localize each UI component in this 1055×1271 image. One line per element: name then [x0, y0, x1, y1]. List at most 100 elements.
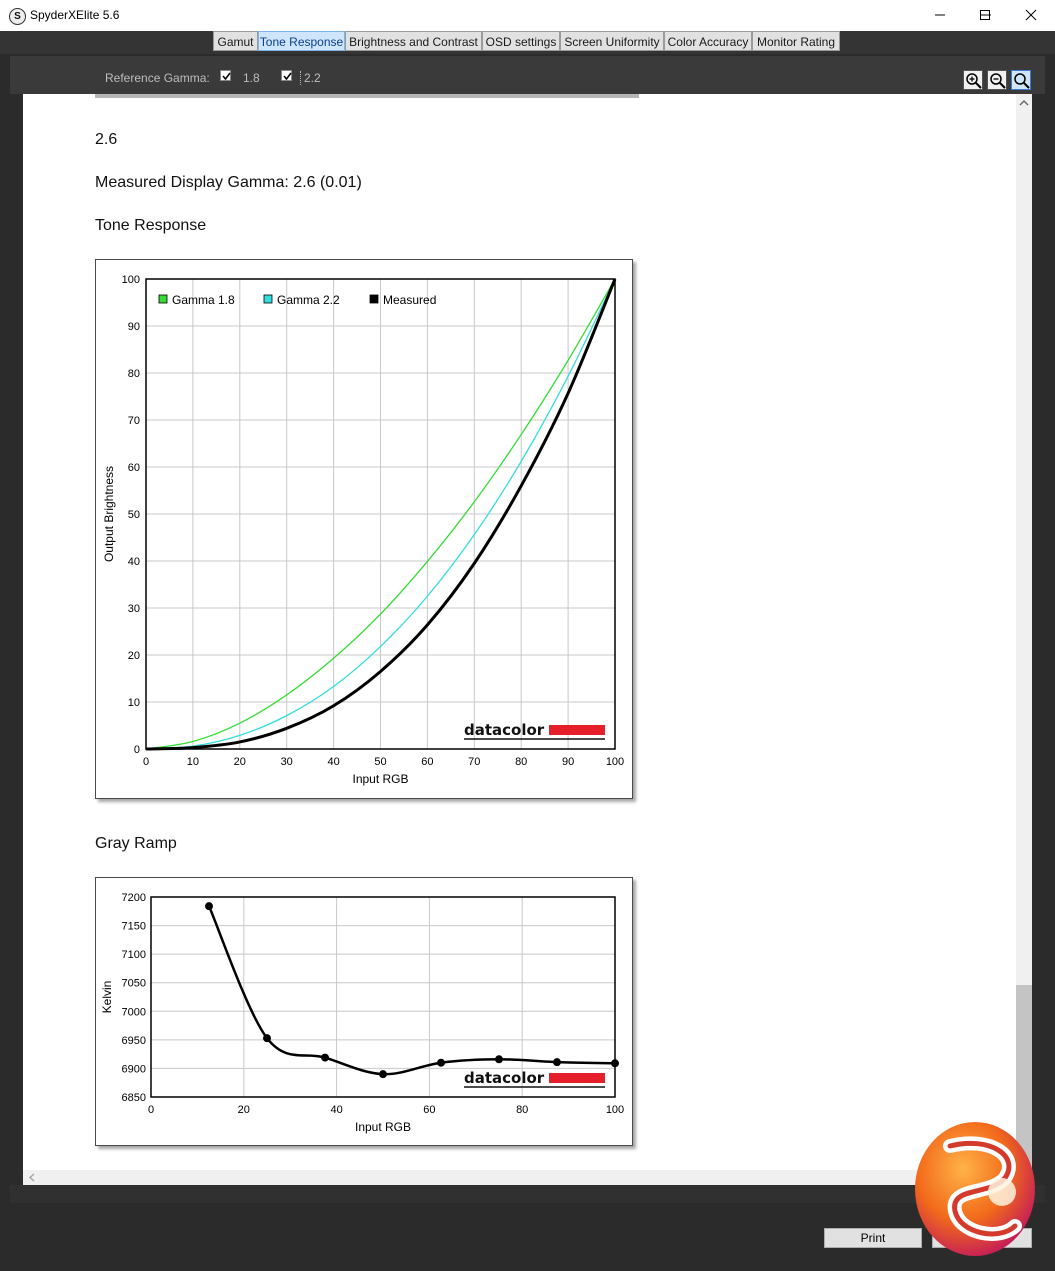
tab-gamut[interactable]: Gamut — [213, 31, 258, 51]
reference-gamma-label: Reference Gamma: — [105, 71, 210, 85]
kelvin-data-point — [263, 1034, 271, 1043]
zoom-out-icon — [990, 73, 1006, 89]
tone-response-heading: Tone Response — [95, 217, 207, 234]
plot-frame — [145, 278, 616, 750]
x-tick-label: 0 — [148, 1104, 154, 1116]
gamma-2-2-checkbox[interactable] — [281, 70, 292, 81]
x-tick-label: 100 — [606, 756, 624, 768]
gray-ramp-heading: Gray Ramp — [95, 835, 177, 852]
legend-swatch — [263, 294, 273, 304]
plot-frame — [150, 896, 616, 1098]
y-tick-label: 7050 — [122, 978, 146, 990]
horizontal-scrollbar[interactable] — [23, 1170, 1032, 1185]
scroll-up-icon — [1019, 100, 1029, 106]
watermark-logo — [915, 1122, 1035, 1256]
tab-monitor-rating[interactable]: Monitor Rating — [752, 31, 840, 51]
x-tick-label: 20 — [234, 756, 246, 768]
kelvin-data-point — [379, 1070, 387, 1079]
y-tick-label: 90 — [128, 321, 140, 333]
series-line-measured — [145, 278, 617, 751]
kelvin-data-point — [495, 1055, 503, 1064]
legend-label: Gamma 1.8 — [172, 293, 235, 307]
x-tick-label: 40 — [327, 756, 339, 768]
measured-gamma-text: Measured Display Gamma: 2.6 (0.01) — [95, 174, 362, 191]
window-title: SpyderXElite 5.6 — [30, 8, 120, 22]
kelvin-data-point — [553, 1058, 561, 1067]
gamma-1-8-checkbox[interactable] — [220, 70, 231, 81]
y-tick-label: 6850 — [122, 1092, 146, 1104]
legend-label: Gamma 2.2 — [277, 293, 340, 307]
tone-response-chart: 0 10 20 30 40 50 60 70 80 90 100 0 10 20 30 40 50 60 70 80 9… — [95, 259, 633, 799]
y-tick-label: 7150 — [122, 921, 146, 933]
series-line-gamma-2-2 — [145, 278, 616, 750]
checkmark-icon — [283, 72, 292, 81]
vertical-scrollbar[interactable] — [1016, 94, 1032, 1170]
y-tick-label: 6900 — [122, 1063, 146, 1075]
x-tick-label: 80 — [515, 756, 527, 768]
y-tick-label: 60 — [128, 462, 140, 474]
y-tick-label: 50 — [128, 509, 140, 521]
y-tick-label: 80 — [128, 368, 140, 380]
tab-color-accuracy[interactable]: Color Accuracy — [664, 31, 752, 51]
y-axis-label: Output Brightness — [102, 466, 116, 562]
gray-ramp-chart: 0 20 40 60 80 100 6850 6900 6950 7000 7050 7100 7150… — [95, 877, 633, 1146]
zoom-in-icon — [966, 73, 982, 89]
legend-swatch — [369, 294, 379, 304]
x-tick-label: 80 — [516, 1104, 528, 1116]
scroll-left-icon — [29, 1173, 35, 1182]
maximize-icon — [980, 10, 990, 20]
x-tick-label: 60 — [423, 1104, 435, 1116]
kelvin-data-point — [321, 1053, 329, 1062]
tab-brightness-contrast[interactable]: Brightness and Contrast — [345, 31, 482, 51]
kelvin-series-line — [207, 905, 616, 1076]
legend-label: Measured — [383, 293, 436, 307]
close-button[interactable] — [1008, 0, 1054, 31]
zoom-fit-icon — [1014, 73, 1030, 89]
vertical-scroll-thumb[interactable] — [1016, 985, 1032, 1170]
zoom-fit-button[interactable] — [1011, 70, 1031, 90]
y-tick-label: 40 — [128, 556, 140, 568]
y-tick-label: 70 — [128, 415, 140, 427]
tab-tone-response[interactable]: Tone Response — [258, 31, 345, 51]
legend-swatch — [158, 294, 168, 304]
x-tick-label: 50 — [374, 756, 386, 768]
zoom-out-button[interactable] — [987, 70, 1007, 90]
kelvin-data-point — [437, 1058, 445, 1067]
maximize-button[interactable] — [962, 0, 1008, 31]
y-tick-label: 0 — [134, 744, 140, 756]
series-line-gamma-1-8 — [145, 278, 616, 750]
print-button[interactable]: Print — [824, 1228, 922, 1248]
gamma-1-8-label: 1.8 — [243, 71, 260, 85]
gray-ramp-plot: 0 20 40 60 80 100 6850 6900 6950 7000 7050 7100 7150… — [100, 892, 624, 1134]
y-tick-label: 6950 — [122, 1035, 146, 1047]
y-tick-label: 10 — [128, 697, 140, 709]
x-tick-label: 40 — [330, 1104, 342, 1116]
x-tick-label: 90 — [562, 756, 574, 768]
tab-screen-uniformity[interactable]: Screen Uniformity — [560, 31, 664, 51]
datacolor-logo-bar — [549, 725, 605, 735]
x-tick-label: 100 — [606, 1104, 624, 1116]
x-axis-label: Input RGB — [352, 772, 408, 786]
title-bar: S SpyderXElite 5.6 — [0, 0, 1055, 32]
minimize-icon — [935, 14, 945, 16]
gamma-value-text: 2.6 — [95, 131, 118, 148]
x-tick-label: 30 — [281, 756, 293, 768]
checkmark-icon — [222, 72, 231, 81]
y-tick-label: 30 — [128, 603, 140, 615]
x-tick-label: 10 — [187, 756, 199, 768]
datacolor-logo-text: datacolor — [464, 1069, 545, 1087]
app-icon: S — [9, 8, 26, 25]
y-tick-label: 100 — [122, 274, 140, 286]
gamma-2-2-label: 2.2 — [300, 71, 321, 85]
datacolor-logo-bar — [549, 1073, 605, 1083]
zoom-in-button[interactable] — [963, 70, 983, 90]
bottom-panel — [10, 1185, 1045, 1203]
minimize-control[interactable] — [917, 0, 963, 31]
x-tick-label: 60 — [421, 756, 433, 768]
y-tick-label: 7200 — [122, 892, 146, 904]
page-divider — [95, 94, 639, 98]
tab-osd-settings[interactable]: OSD settings — [482, 31, 560, 51]
x-tick-label: 70 — [468, 756, 480, 768]
x-axis-label: Input RGB — [355, 1120, 411, 1134]
x-tick-label: 20 — [238, 1104, 250, 1116]
